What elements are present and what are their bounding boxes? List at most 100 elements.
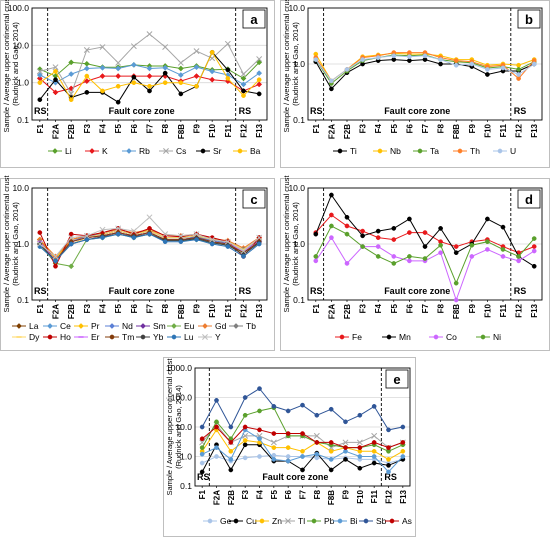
panel-e-zone-label-center: Fault core zone	[262, 472, 328, 482]
panel-d-series-ni-point	[453, 280, 459, 286]
panel-e-xtick-label: F7	[299, 489, 308, 499]
panel-c-series-lu-point	[147, 231, 152, 237]
panel-a-xtick-label: F7	[146, 123, 155, 133]
panel-a-series-cs-point-b	[36, 68, 43, 75]
panel-c-series-y-point-b	[83, 232, 90, 239]
panel-a-series-li-point	[256, 59, 263, 66]
panel-e-series-tl-point-b	[270, 439, 277, 446]
panel-c-series-lu-point	[68, 241, 74, 247]
panel-a-xtick-label: F13	[255, 123, 264, 137]
panel-c-legend-nd: Nd	[105, 321, 133, 331]
panel-e-series-zn-point	[271, 445, 277, 450]
panel-e-series-sb-point	[199, 424, 205, 430]
panel-e-series-bi	[199, 427, 406, 475]
panel-b-legend-ta: Ta	[413, 146, 439, 156]
panel-b-ytick-label: 10.0	[288, 3, 305, 13]
panel-e-series-bi-point	[386, 469, 391, 475]
panel-e-legend-pb-text: Pb	[324, 516, 335, 526]
panel-d-series-fe-point	[422, 230, 428, 235]
panel-d-series-co-point	[391, 254, 397, 259]
panel-d-series-ni-point	[531, 236, 537, 241]
panel-c-legend-lu: Lu	[167, 332, 194, 342]
panel-a-ytick-label: 0.1	[17, 115, 29, 125]
panel-a-series-ba-point	[100, 88, 105, 94]
panel-d-xtick-label: F2B	[343, 304, 352, 319]
panel-c-xtick-label: F3	[83, 303, 92, 313]
panel-a-series-li-point	[177, 65, 184, 72]
panel-a-series-ba-point	[115, 83, 121, 89]
panel-e-series-ge-point	[257, 454, 262, 459]
panel-a-series-sr-point	[256, 91, 262, 97]
panel-d-series-mn-point	[422, 244, 428, 249]
panel-e-series-cu-point	[300, 467, 305, 473]
panel-e-series-zn-point	[400, 448, 406, 454]
panel-e-series-zn-point	[386, 457, 391, 462]
panel-d-series-ni-point	[360, 244, 365, 249]
panel-c-legend-y-marker	[202, 334, 208, 340]
panel-a-xtick-label: F2A	[52, 124, 61, 139]
panel-a-xtick-label: F1	[36, 123, 45, 133]
panel-c-legend-dy: Dy	[12, 332, 40, 342]
panel-a-ytick-label: 100.0	[8, 3, 30, 13]
panel-e-legend-as-text: As	[402, 516, 412, 526]
panel-e-series-tl-point-b	[371, 432, 378, 439]
panel-e-xtick-label: F1	[198, 489, 207, 499]
panel-e-series-bi-point	[285, 458, 291, 464]
panel-e-series-tl-point	[342, 439, 349, 446]
panel-e-series-as	[199, 424, 406, 450]
panel-d-series-co-point	[344, 261, 350, 266]
panel-c-ylabel-line2: (Rudnick and Gao, 2014)	[11, 202, 20, 286]
panel-d-series-co-point	[469, 254, 475, 259]
panel-d-series-mn-point	[485, 216, 490, 222]
panel-b-legend-th-text: Th	[470, 146, 480, 156]
panel-d-series-mn-point	[344, 214, 350, 220]
panel-b-series-ti-point	[438, 61, 443, 67]
panel-c-series-y-point	[36, 241, 43, 247]
panel-a-series-cs-point-b	[52, 64, 59, 71]
panel-c-legend-la-text: La	[29, 321, 39, 331]
panel-d-legend-co: Co	[429, 332, 457, 342]
panel-c-zone-label-left: RS	[34, 286, 47, 296]
panel-b-series-ta-point	[516, 67, 521, 72]
panel-b-legend-ti: Ti	[333, 146, 357, 156]
panel-e-legend-cu: Cu	[229, 516, 257, 526]
panel-c-series-y-point-b	[68, 234, 75, 241]
panel-a-series-k-point	[52, 89, 59, 96]
panel-d-series-mn-point	[500, 224, 506, 230]
panel-e-series-sb-point	[343, 419, 348, 425]
panel-e-series-as-point	[400, 440, 406, 445]
panel-e-series-cu-point	[228, 467, 234, 473]
panel-e-series-sb-point	[357, 412, 363, 418]
panel-a-xtick-label: F3	[83, 123, 92, 133]
panel-d-legend-fe-text: Fe	[352, 332, 362, 342]
panel-a-series-k-point	[99, 73, 106, 80]
panel-a-series-sr-point	[225, 67, 231, 73]
panel-e-zone-label-right: RS	[384, 472, 397, 482]
panel-c: 0.1 1.0 10.0 F1 F2A F2B F3 F4 F5 F6 F7 F8 F8B F9 F10 F1…	[0, 175, 275, 351]
panel-d-label: d	[525, 192, 533, 207]
panel-a-legend-k: K	[85, 146, 108, 156]
panel-d-ytick-label: 0.1	[293, 295, 305, 305]
panel-e-legend-pb: Pb	[307, 516, 335, 526]
panel-a-series-sr-point	[178, 91, 184, 97]
panel-a-series-cs-point-b	[99, 44, 106, 50]
panel-e-series-as-point	[257, 427, 262, 433]
panel-c-series-ho-point	[37, 230, 43, 235]
panel-a-series-rb-point	[193, 64, 200, 71]
panel-c-legend-la-marker	[16, 323, 22, 329]
panel-c-series-y-point-b	[224, 238, 231, 245]
panel-d-series-mn-point	[407, 216, 412, 222]
panel-e-series-bi-point	[400, 454, 406, 459]
panel-d-legend-fe-marker	[339, 334, 345, 340]
panel-c-legend-tm-marker	[109, 334, 115, 340]
panel-b-legend-u: U	[493, 146, 516, 156]
panel-a-series-rb-point	[115, 65, 122, 72]
panel-d-zone-label-right: RS	[514, 286, 527, 296]
panel-e-series-pb-point	[257, 408, 262, 414]
panel-a-series-sr-point	[37, 97, 43, 103]
panel-a-series-li-point	[68, 59, 75, 66]
panel-e-legend-sb-text: Sb	[376, 516, 387, 526]
panel-c-series-y-point	[224, 238, 231, 245]
panel-d-zone-label-center: Fault core zone	[384, 286, 450, 296]
